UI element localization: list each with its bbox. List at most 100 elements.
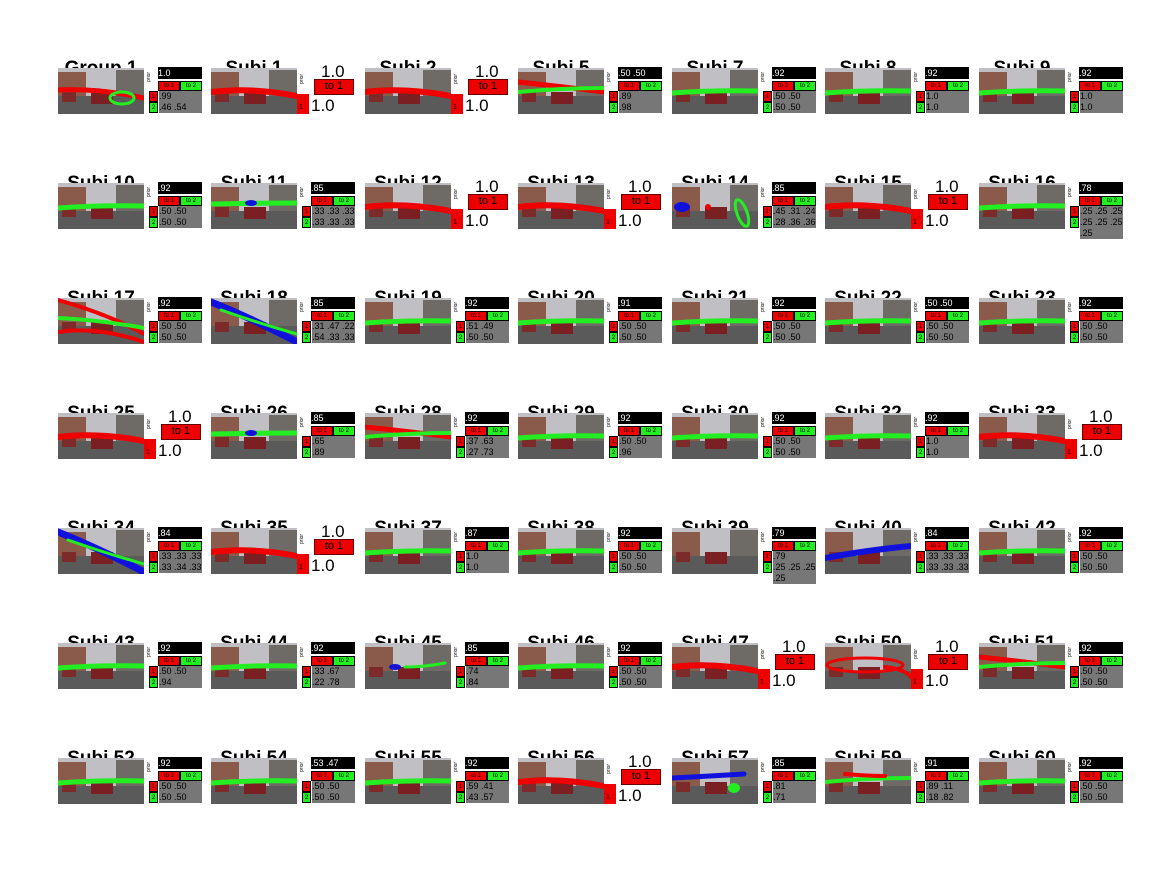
scene-svg [672,298,758,344]
scene-svg [211,758,297,804]
trajectory-red-loop [825,656,905,674]
state-2-label: 2 [1070,677,1079,688]
road [672,326,758,344]
state-1-label: 1 [1070,781,1079,792]
header-to2: to 2 [487,656,509,666]
transition-grid: prior .92 to 1 to 2 1.59 .41 2.43 .57 [451,757,509,804]
car-left [522,92,536,102]
road [979,96,1065,114]
prior-value: .92 [772,412,816,424]
state1-bar [604,209,616,229]
car-left [983,782,997,792]
state-1-label: 1 [609,551,618,562]
state-2-label: 2 [916,792,925,803]
trajectory-red [211,87,297,99]
state1-bar [758,669,770,689]
scene-image [211,413,297,459]
header-to1: to 1 [772,196,794,206]
panel: Group 1prior1.0to 1to 21.992.46 .54 [58,58,208,148]
scene-image [825,528,911,574]
scene-image [825,298,911,344]
panel: Subj 15prior1.0to 111.0 [825,173,975,263]
car-left [62,782,76,792]
state-2-label: 2 [1070,562,1079,573]
header-to2: to 2 [640,311,662,321]
header-to1: to 1 [158,311,180,321]
prior-value: .91 [925,757,969,769]
state-2-label: 2 [609,332,618,343]
prior-value: .92 [465,757,509,769]
car-left [983,92,997,102]
header-to1: to 1 [1079,656,1101,666]
building-right [423,645,451,673]
scene-svg [211,643,297,689]
prior-label: prior [760,531,766,542]
car [551,437,573,449]
scene-image [518,68,604,114]
transition-grid: prior .53 .47 to 1 to 2 1.50 .50 2.50 .50 [297,757,355,804]
scene-image [365,298,451,344]
car [1012,782,1034,794]
state1-value: 1.0 [1079,441,1103,460]
car-left [215,92,229,102]
car-left [215,667,229,677]
state-1-values: .50 .50 [773,321,816,332]
scene-svg [58,298,144,344]
state1-bar [911,669,923,689]
header-to2: to 2 [947,426,969,436]
state-1-label: 1 [916,436,925,447]
car-left [62,92,76,102]
state-2-values: .84 [466,677,509,688]
state-2-label: 2 [1070,102,1079,113]
state1-label: 1 [606,219,610,226]
car [244,437,266,449]
scene-image [518,528,604,574]
trajectory-green [518,548,604,556]
scene-svg [979,413,1065,459]
state-1-values: .65 [312,436,355,447]
transition-grid: prior 1.0 to 1 1 1.0 [911,177,969,230]
state-2-label: 2 [916,332,925,343]
road [825,441,911,459]
state-2-label: 2 [916,447,925,458]
state-1-values: .33 .67 [312,666,355,677]
state-2-label: 2 [763,102,772,113]
state1-label: 1 [299,104,303,111]
state-1-values: .89 [619,91,662,102]
panel: Subj 56prior1.0to 111.0 [518,748,668,838]
prior-label: prior [913,648,919,659]
scene-svg [58,758,144,804]
state-1-values: .50 .50 [773,91,816,102]
state-2-values: 1.0 [466,562,509,573]
trajectory-green [58,316,144,330]
state1-value: 1.0 [925,671,949,690]
transition-grid: prior .92 to 1 to 2 1.50 .50 2.50 .50 [1065,297,1123,344]
state1-value: 1.0 [772,671,796,690]
road [58,441,144,459]
prior-label: prior [299,761,305,772]
trajectory-green [672,318,758,326]
scene-svg [211,183,297,229]
transition-grid: prior 1.0 to 1 1 1.0 [451,62,509,115]
state1-label: 1 [453,219,457,226]
prior-label: prior [913,71,919,82]
scene-svg [365,643,451,689]
prior-value: .85 [772,757,816,769]
state-1-label: 1 [1070,91,1079,102]
header-to2: to 2 [180,656,202,666]
state-1-values: .37 .63 [466,436,509,447]
prior-value: 1.0 [321,522,345,541]
car-left [62,437,76,447]
prior-value: .50 .50 [618,67,662,79]
header-to1: to 1 [311,426,333,436]
header-to2: to 2 [333,426,355,436]
car-left [522,667,536,677]
